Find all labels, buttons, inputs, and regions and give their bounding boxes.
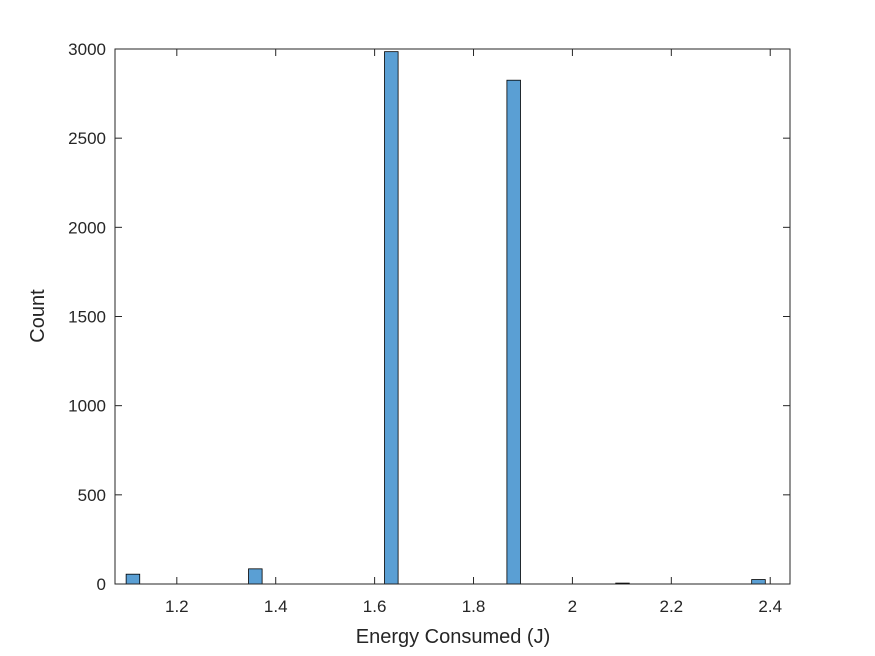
bars-layer (125, 51, 766, 585)
y-tick-label: 2500 (68, 129, 106, 148)
x-tick-label: 1.8 (462, 597, 486, 616)
x-ticks: 1.2 1.4 1.6 1.8 2 2.2 2.4 (165, 49, 782, 616)
y-tick-label: 1500 (68, 308, 106, 327)
y-tick-label: 1000 (68, 397, 106, 416)
x-tick-label: 1.4 (264, 597, 288, 616)
x-axis-label: Energy Consumed (J) (356, 626, 551, 648)
y-tick-label: 3000 (68, 40, 106, 59)
histogram-bar (506, 79, 521, 585)
x-tick-label: 2.4 (758, 597, 782, 616)
y-tick-label: 2000 (68, 218, 106, 237)
plot-area-background (115, 49, 790, 584)
y-axis-label: Count (27, 289, 49, 343)
y-ticks: 0 500 1000 1500 2000 2500 3000 (68, 40, 790, 594)
histogram-bar (125, 573, 141, 585)
histogram-bar (248, 568, 263, 585)
x-tick-label: 2 (568, 597, 577, 616)
x-tick-label: 1.6 (363, 597, 387, 616)
y-tick-label: 0 (97, 575, 106, 594)
x-tick-label: 1.2 (165, 597, 189, 616)
x-tick-label: 2.2 (659, 597, 683, 616)
histogram-bar (384, 51, 399, 585)
histogram-bar (751, 579, 766, 585)
y-tick-label: 500 (78, 486, 106, 505)
